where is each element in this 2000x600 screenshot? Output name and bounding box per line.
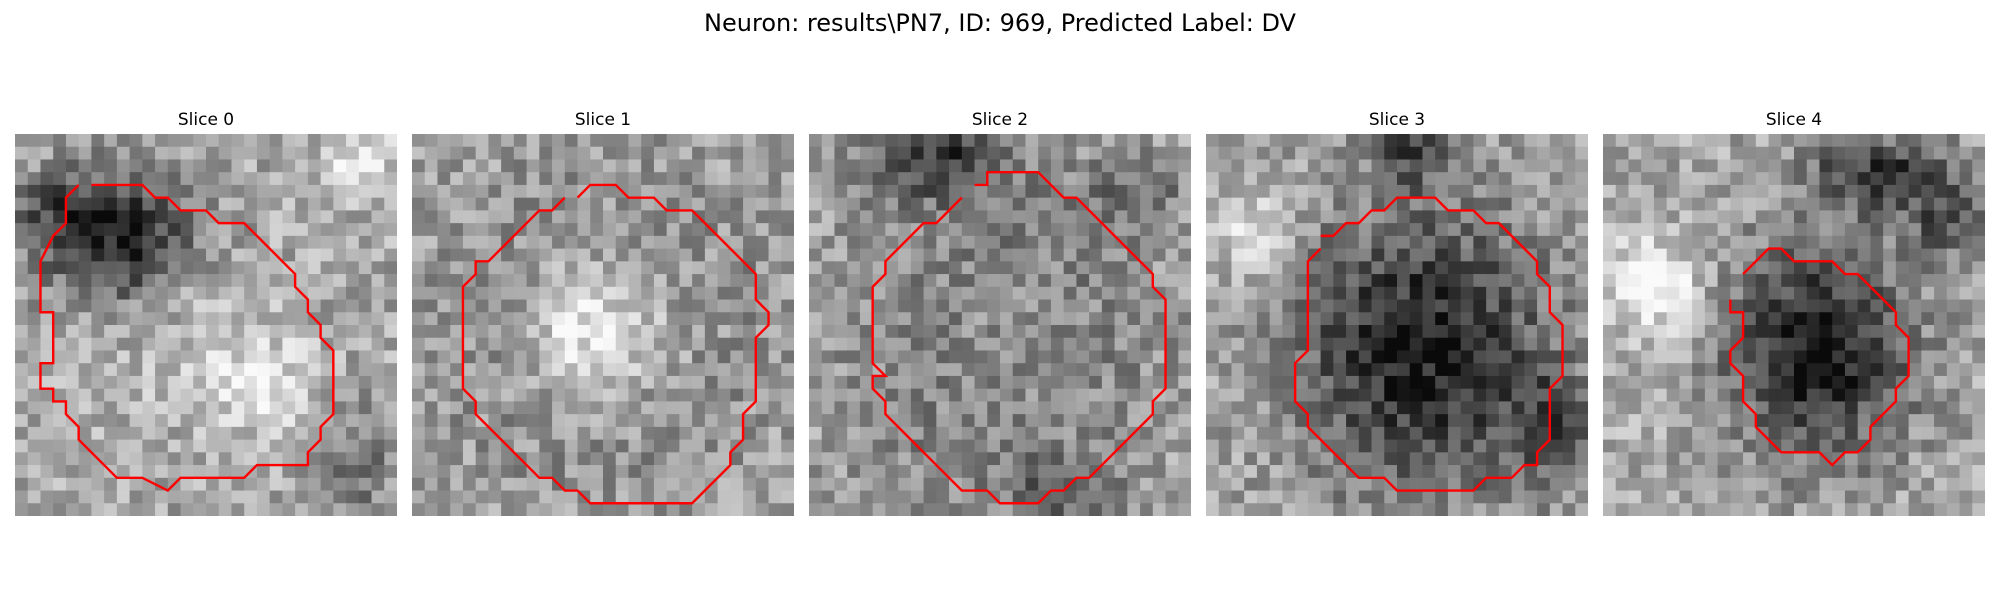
slice-image	[412, 134, 794, 516]
slice-title: Slice 3	[1206, 109, 1588, 131]
slice-title: Slice 2	[809, 109, 1191, 131]
slice-image	[15, 134, 397, 516]
slice-title: Slice 0	[15, 109, 397, 131]
slice-image	[1206, 134, 1588, 516]
slice-image	[809, 134, 1191, 516]
slice-title: Slice 1	[412, 109, 794, 131]
slice-image	[1603, 134, 1985, 516]
slice-title: Slice 4	[1603, 109, 1985, 131]
figure-title: Neuron: results\PN7, ID: 969, Predicted …	[0, 8, 2000, 38]
